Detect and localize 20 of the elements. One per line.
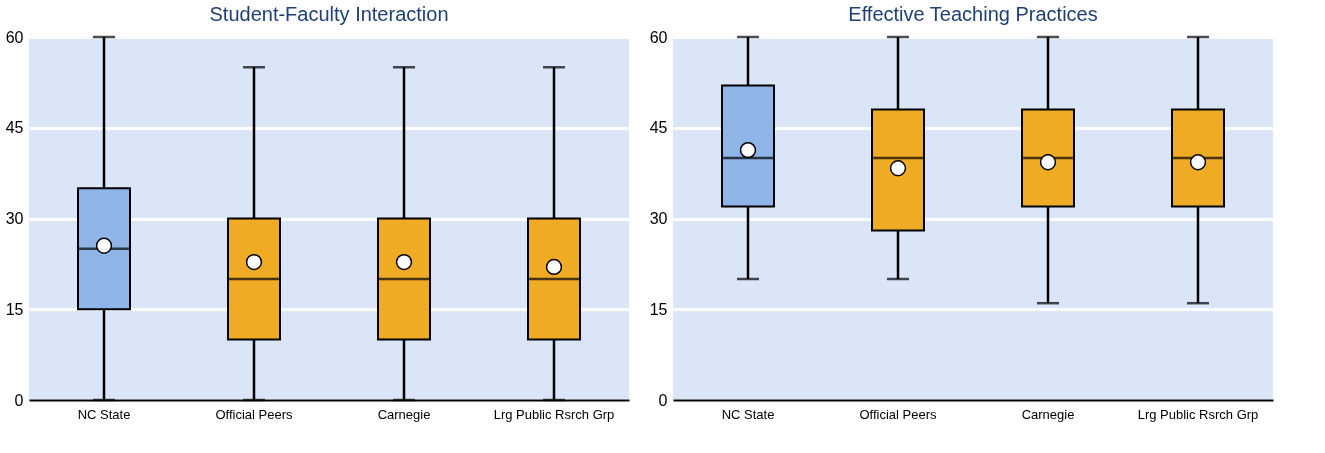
x-tick-label: Carnegie — [1021, 406, 1075, 422]
y-tick-label: 60 — [649, 28, 668, 46]
y-tick-label: 30 — [649, 210, 668, 227]
x-tick-label: Lrg Public Rsrch Grp — [1137, 406, 1259, 422]
chart-title: Effective Teaching Practices — [848, 3, 1098, 25]
y-tick-label: 15 — [5, 300, 24, 318]
y-tick-label: 0 — [658, 391, 668, 409]
x-tick-label: Carnegie — [377, 406, 431, 422]
x-tick-label: Lrg Public Rsrch Grp — [493, 406, 615, 422]
y-tick-label: 45 — [5, 119, 24, 137]
y-tick-label: 60 — [5, 28, 24, 46]
x-tick-label: NC State — [721, 406, 775, 422]
chart-title: Student-Faculty Interaction — [209, 3, 449, 25]
x-tick-label: Official Peers — [859, 406, 938, 422]
y-tick-label: 45 — [649, 119, 668, 137]
y-tick-label: 15 — [649, 300, 668, 318]
x-tick-label: NC State — [77, 406, 131, 422]
y-tick-label: 0 — [14, 391, 24, 409]
x-tick-label: Official Peers — [215, 406, 294, 422]
y-tick-label: 30 — [5, 210, 24, 227]
